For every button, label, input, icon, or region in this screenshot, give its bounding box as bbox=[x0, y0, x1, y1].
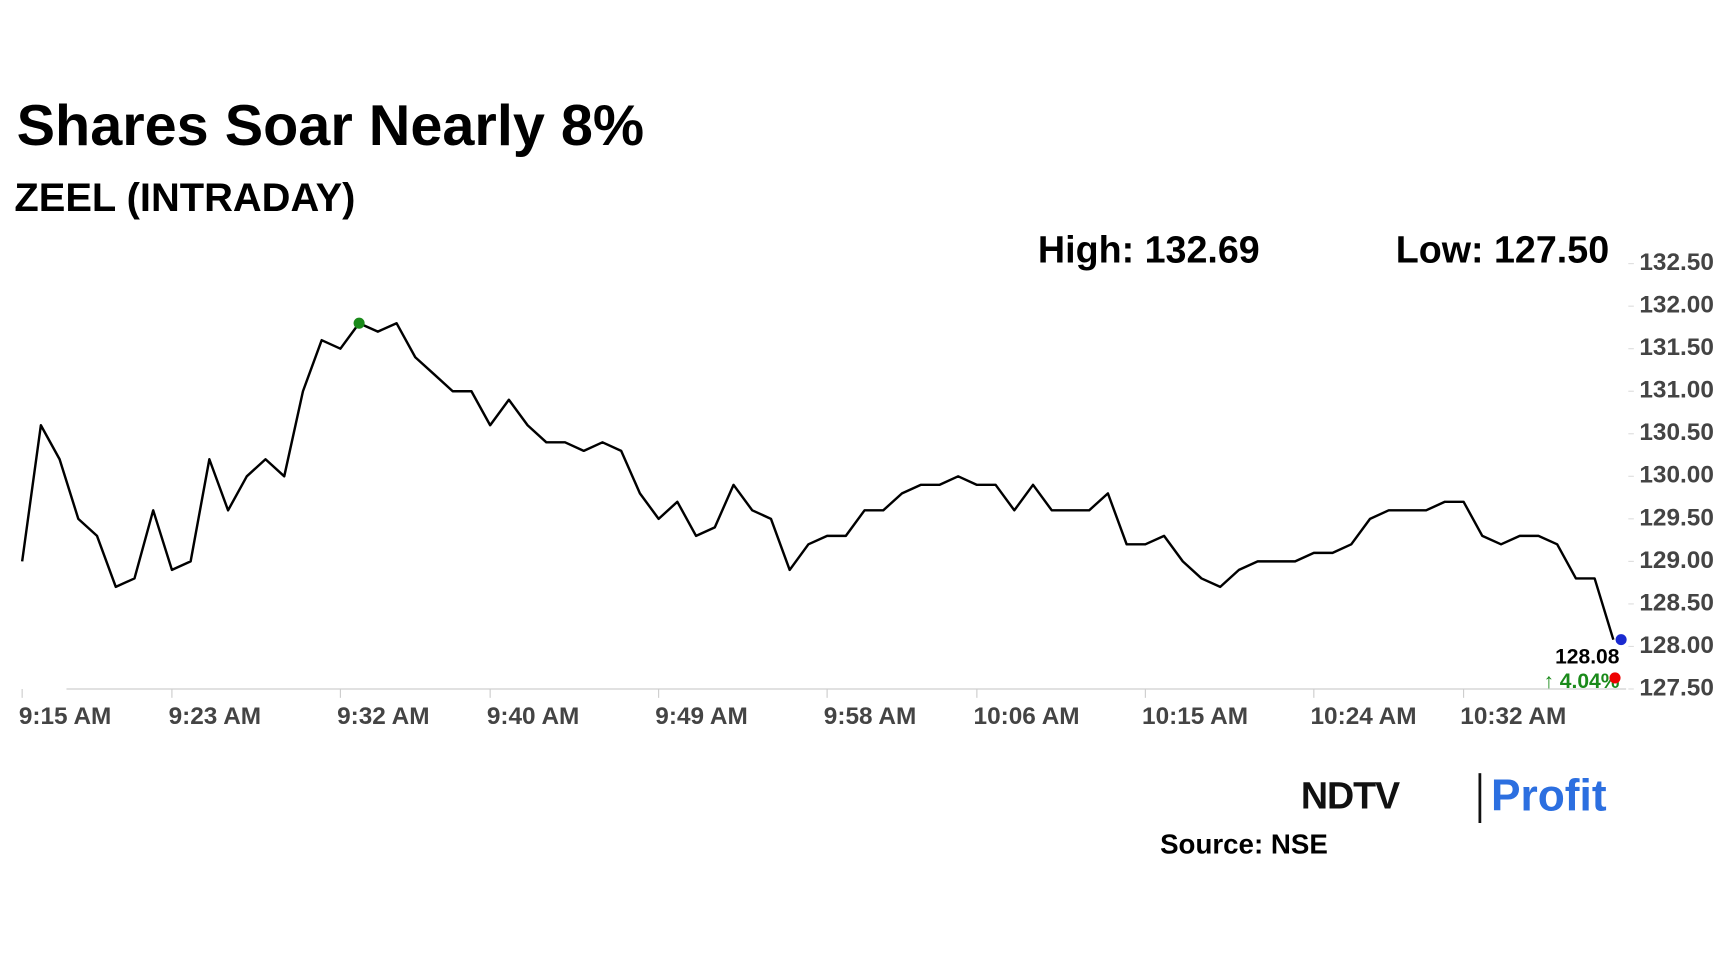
y-tick-label: 128.00 bbox=[1639, 632, 1714, 659]
y-tick-label: 130.00 bbox=[1639, 462, 1714, 489]
change-label: ↑ 4.04% bbox=[1543, 670, 1619, 693]
y-tick-label: 130.50 bbox=[1639, 419, 1714, 446]
y-tick-label: 129.00 bbox=[1639, 547, 1714, 574]
low-label: Low: 127.50 bbox=[1396, 229, 1609, 271]
chart-title: Shares Soar Nearly 8% bbox=[17, 94, 645, 158]
x-tick-label: 9:32 AM bbox=[337, 703, 430, 730]
logo-ndtv: NDTV bbox=[1301, 775, 1400, 817]
last-value-label: 128.08 bbox=[1555, 646, 1620, 669]
last-dot bbox=[1615, 634, 1627, 646]
price-line bbox=[20, 322, 1615, 641]
change-dot bbox=[1609, 672, 1621, 684]
y-tick-label: 127.50 bbox=[1639, 674, 1714, 701]
source: Source: NSE bbox=[1160, 829, 1328, 860]
x-tick-label: 9:23 AM bbox=[169, 703, 262, 730]
y-tick-label: 131.00 bbox=[1639, 377, 1714, 404]
x-tick-label: 10:06 AM bbox=[974, 703, 1080, 730]
x-tick-label: 10:15 AM bbox=[1142, 703, 1248, 730]
x-tick-label: 10:32 AM bbox=[1460, 703, 1566, 730]
chart-subtitle: ZEEL (INTRADAY) bbox=[14, 176, 355, 220]
y-tick-label: 132.00 bbox=[1639, 292, 1714, 319]
x-tick-label: 9:49 AM bbox=[655, 703, 748, 730]
x-tick-label: 10:24 AM bbox=[1311, 703, 1417, 730]
x-tick-label: 9:15 AM bbox=[19, 703, 112, 730]
y-tick-label: 129.50 bbox=[1639, 504, 1714, 531]
x-tick-label: 9:58 AM bbox=[824, 703, 917, 730]
y-tick-label: 128.50 bbox=[1639, 589, 1714, 616]
logo-profit: Profit bbox=[1491, 771, 1607, 820]
y-tick-label: 131.50 bbox=[1639, 334, 1714, 361]
x-tick-label: 9:40 AM bbox=[487, 703, 580, 730]
y-tick-label: 132.50 bbox=[1639, 249, 1714, 276]
high-dot bbox=[353, 317, 365, 329]
high-label: High: 132.69 bbox=[1038, 229, 1260, 271]
